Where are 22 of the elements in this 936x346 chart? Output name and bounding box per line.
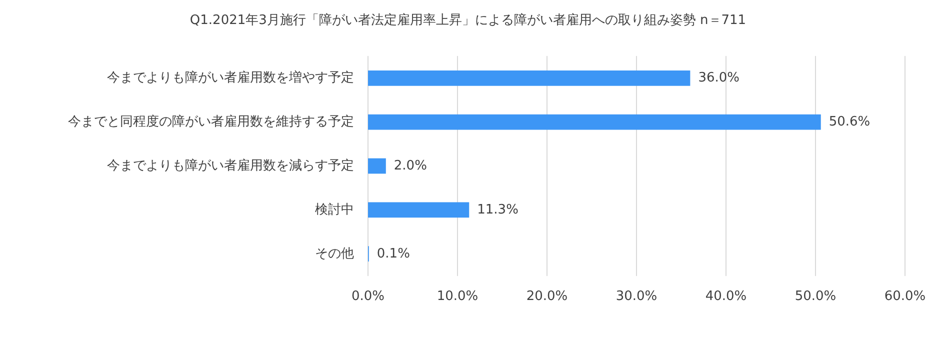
y-tick-label: 検討中 [315, 202, 354, 218]
x-tick-label: 50.0% [794, 289, 836, 304]
x-tick-label: 30.0% [616, 289, 658, 304]
x-tick-label: 10.0% [436, 289, 478, 304]
bar [368, 70, 690, 86]
x-tick-label: 20.0% [526, 289, 568, 304]
data-label: 0.1% [376, 246, 410, 262]
y-tick-label: 今までよりも障がい者雇用数を減らす予定 [107, 158, 354, 174]
y-tick-label: 今までよりも障がい者雇用数を増やす予定 [107, 70, 354, 86]
bar [368, 114, 821, 130]
bar [368, 202, 470, 218]
x-tick-label: 60.0% [884, 289, 926, 304]
data-label: 2.0% [394, 158, 427, 174]
chart-title: Q1.2021年3月施行「障がい者法定雇用率上昇」による障がい者雇用への取り組み姿勢 n＝711 [190, 12, 746, 28]
y-tick-label: その他 [315, 246, 354, 262]
y-tick-label: 今までと同程度の障がい者雇用数を維持する予定 [68, 114, 354, 130]
data-label: 36.0% [698, 70, 740, 86]
bar [368, 158, 386, 174]
data-label: 50.6% [828, 114, 870, 130]
x-tick-label: 40.0% [705, 289, 747, 304]
data-label: 11.3% [477, 202, 518, 218]
x-tick-label: 0.0% [351, 289, 385, 304]
